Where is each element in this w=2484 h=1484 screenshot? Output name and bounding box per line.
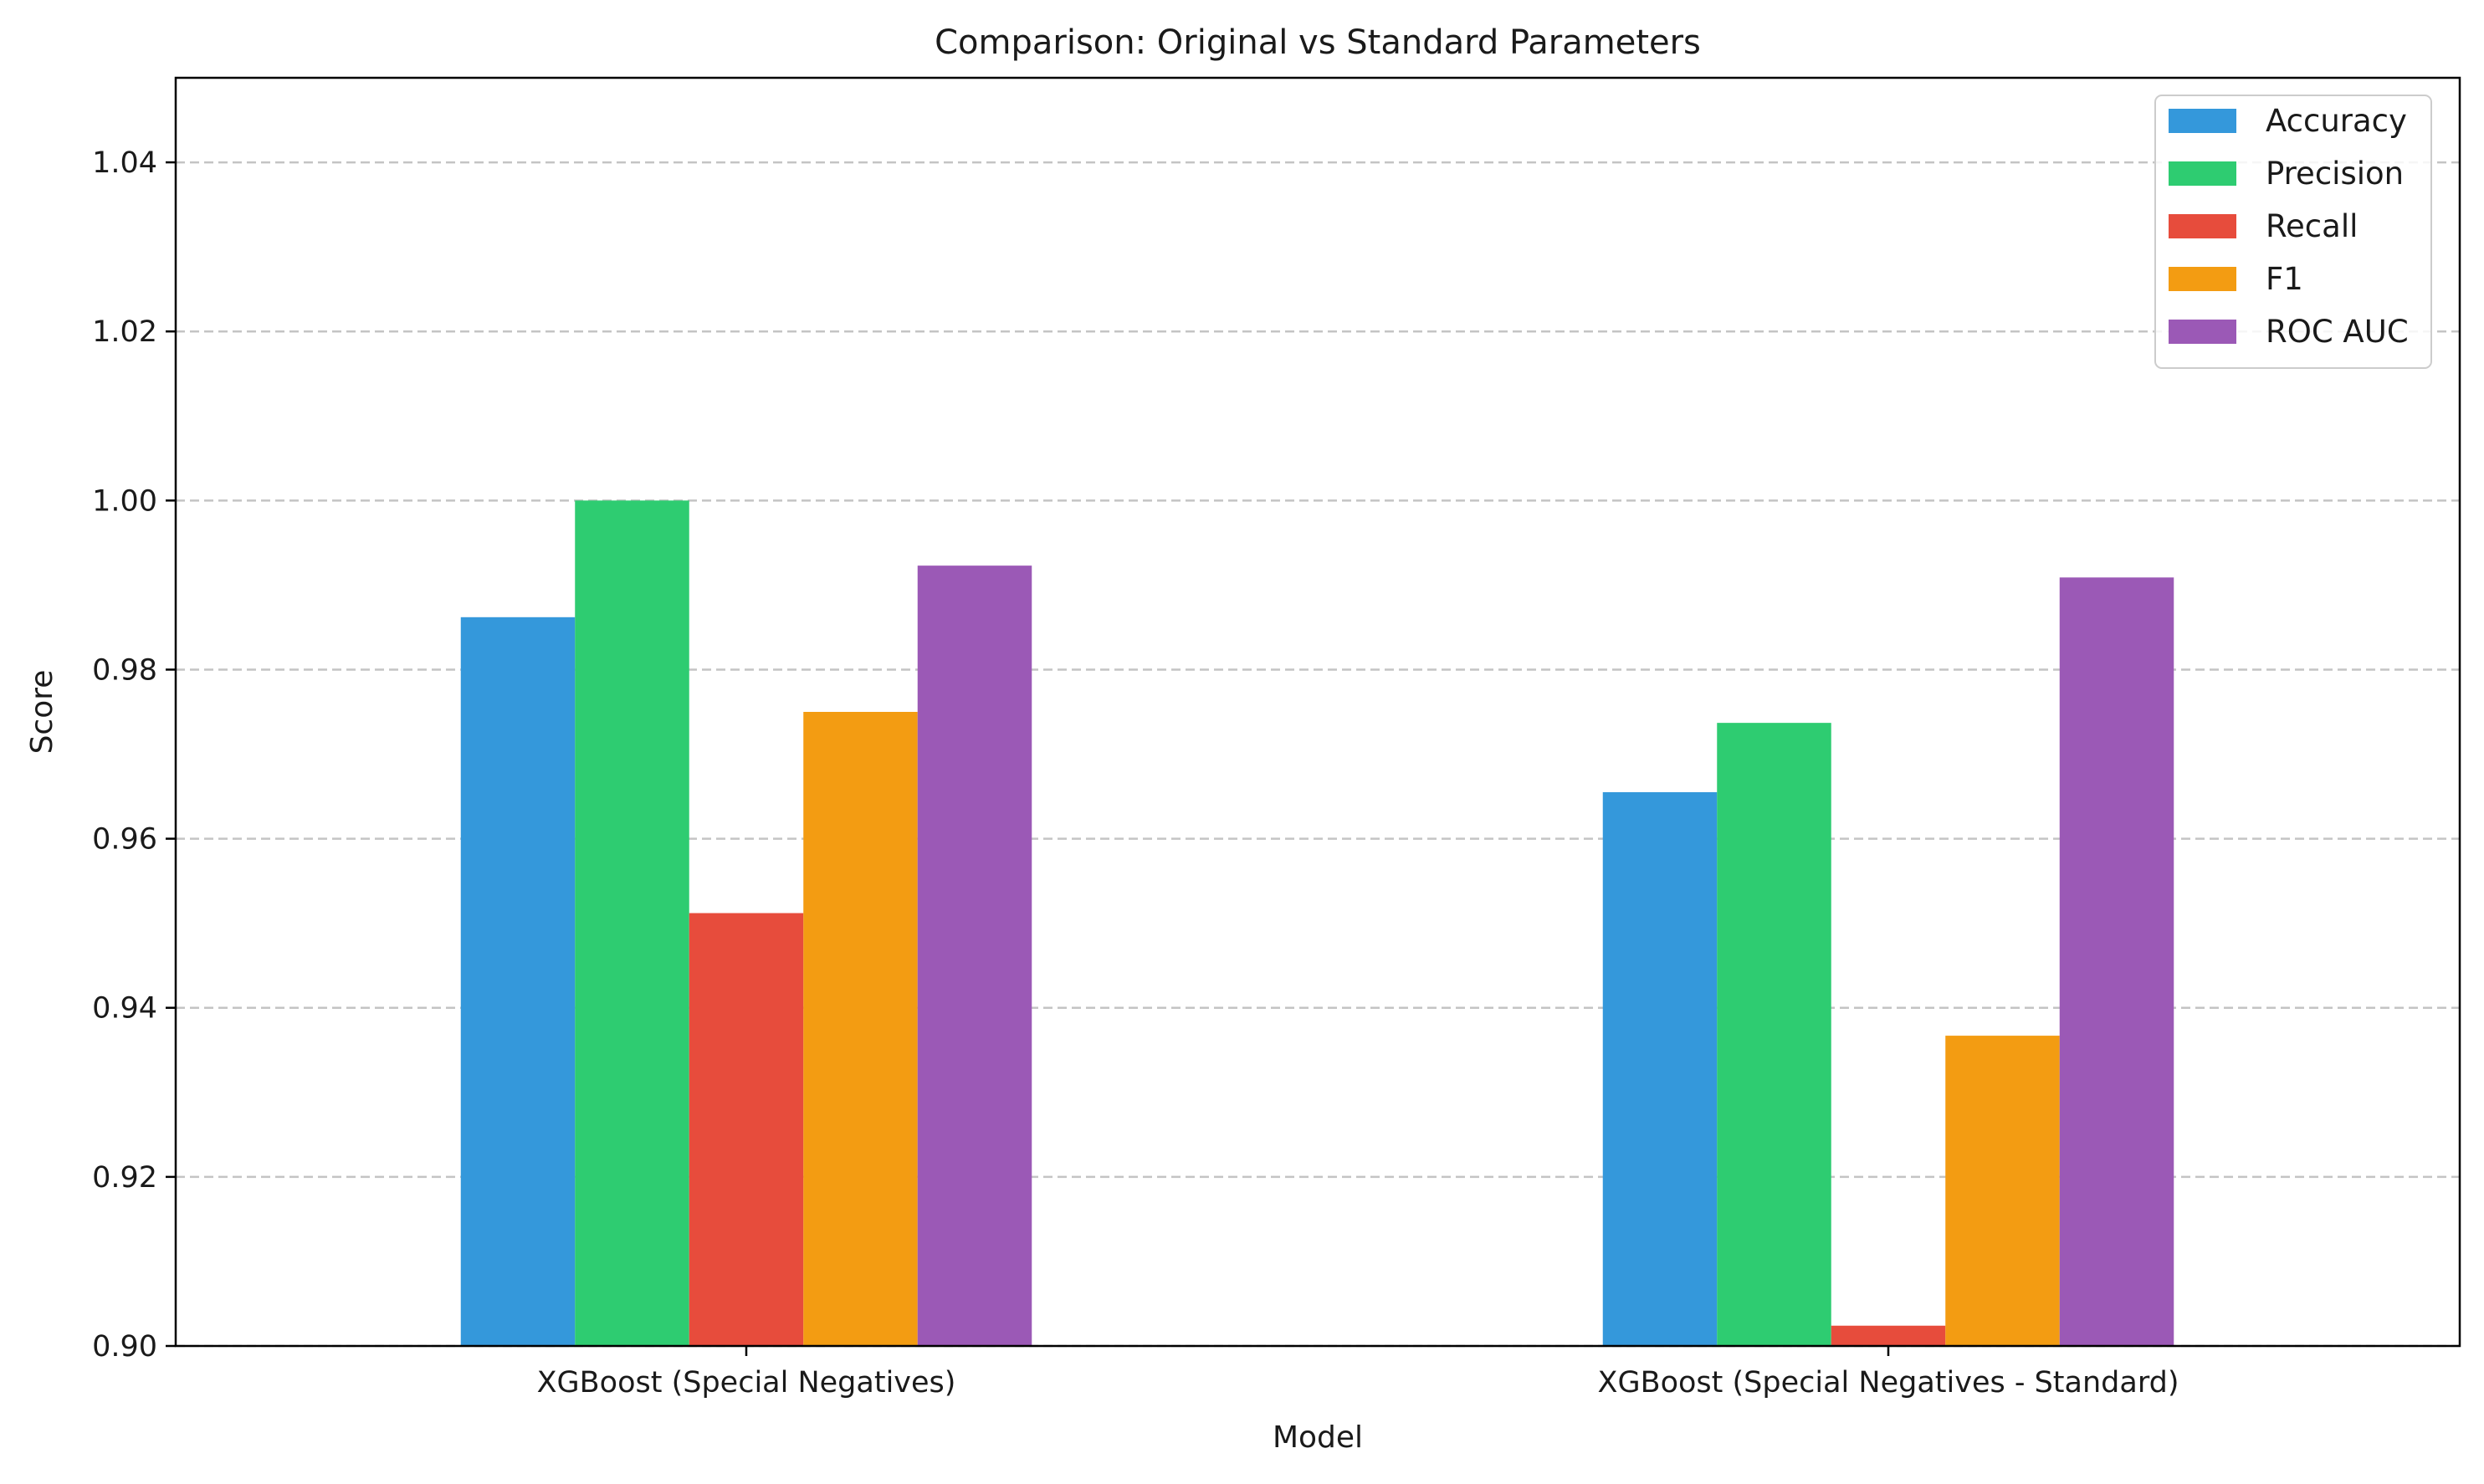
- legend-label: Accuracy: [2266, 103, 2407, 139]
- bar-accuracy: [460, 617, 576, 1346]
- legend-swatch: [2169, 320, 2236, 344]
- legend-items: Accuracy Precision Recall F1 ROC AUC: [2169, 103, 2409, 350]
- bar-f1: [1945, 1036, 2060, 1346]
- bar-recall: [689, 913, 804, 1346]
- bar-roc-auc: [917, 565, 1032, 1346]
- bar-recall: [1831, 1325, 1946, 1346]
- legend-swatch: [2169, 161, 2236, 186]
- y-tick-label: 0.98: [92, 653, 157, 687]
- y-tick-label: 0.94: [92, 992, 157, 1026]
- y-tick-label: 1.04: [92, 146, 157, 180]
- y-tick-label: 0.90: [92, 1330, 157, 1364]
- y-tick-label: 1.02: [92, 315, 157, 349]
- y-axis-label: Score: [25, 670, 59, 755]
- legend-swatch: [2169, 214, 2236, 238]
- bar-precision: [1717, 723, 1831, 1346]
- y-axis-ticks: 0.90 0.92 0.94 0.96 0.98 1.00 1.02 1.04: [92, 146, 176, 1364]
- legend: Accuracy Precision Recall F1 ROC AUC: [2154, 95, 2432, 369]
- legend-label: Recall: [2266, 208, 2358, 244]
- legend-label: ROC AUC: [2266, 314, 2409, 350]
- bars: [460, 500, 2174, 1346]
- bar-accuracy: [1602, 792, 1718, 1346]
- legend-swatch: [2169, 109, 2236, 133]
- y-tick-label: 1.00: [92, 484, 157, 518]
- bar-precision: [575, 500, 689, 1346]
- x-tick-label: XGBoost (Special Negatives - Standard): [1598, 1366, 2179, 1400]
- legend-label: Precision: [2266, 156, 2404, 192]
- x-axis-ticks: XGBoost (Special Negatives) XGBoost (Spec…: [537, 1346, 2179, 1400]
- plot-frame: [174, 76, 2461, 1348]
- y-tick-label: 0.96: [92, 823, 157, 857]
- y-tick-label: 0.92: [92, 1161, 157, 1195]
- x-tick-label: XGBoost (Special Negatives): [537, 1366, 956, 1400]
- bar-f1: [803, 712, 918, 1346]
- legend-label: F1: [2266, 261, 2303, 297]
- bar-roc-auc: [2059, 577, 2174, 1346]
- chart-title: Comparison: Original vs Standard Paramet…: [935, 23, 1701, 62]
- x-axis-label: Model: [1273, 1420, 1363, 1455]
- legend-swatch: [2169, 267, 2236, 291]
